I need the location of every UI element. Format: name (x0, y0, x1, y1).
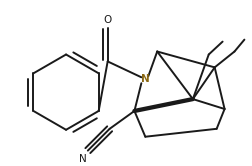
Text: N: N (79, 154, 87, 164)
Text: O: O (104, 15, 112, 25)
Text: N: N (141, 74, 150, 84)
